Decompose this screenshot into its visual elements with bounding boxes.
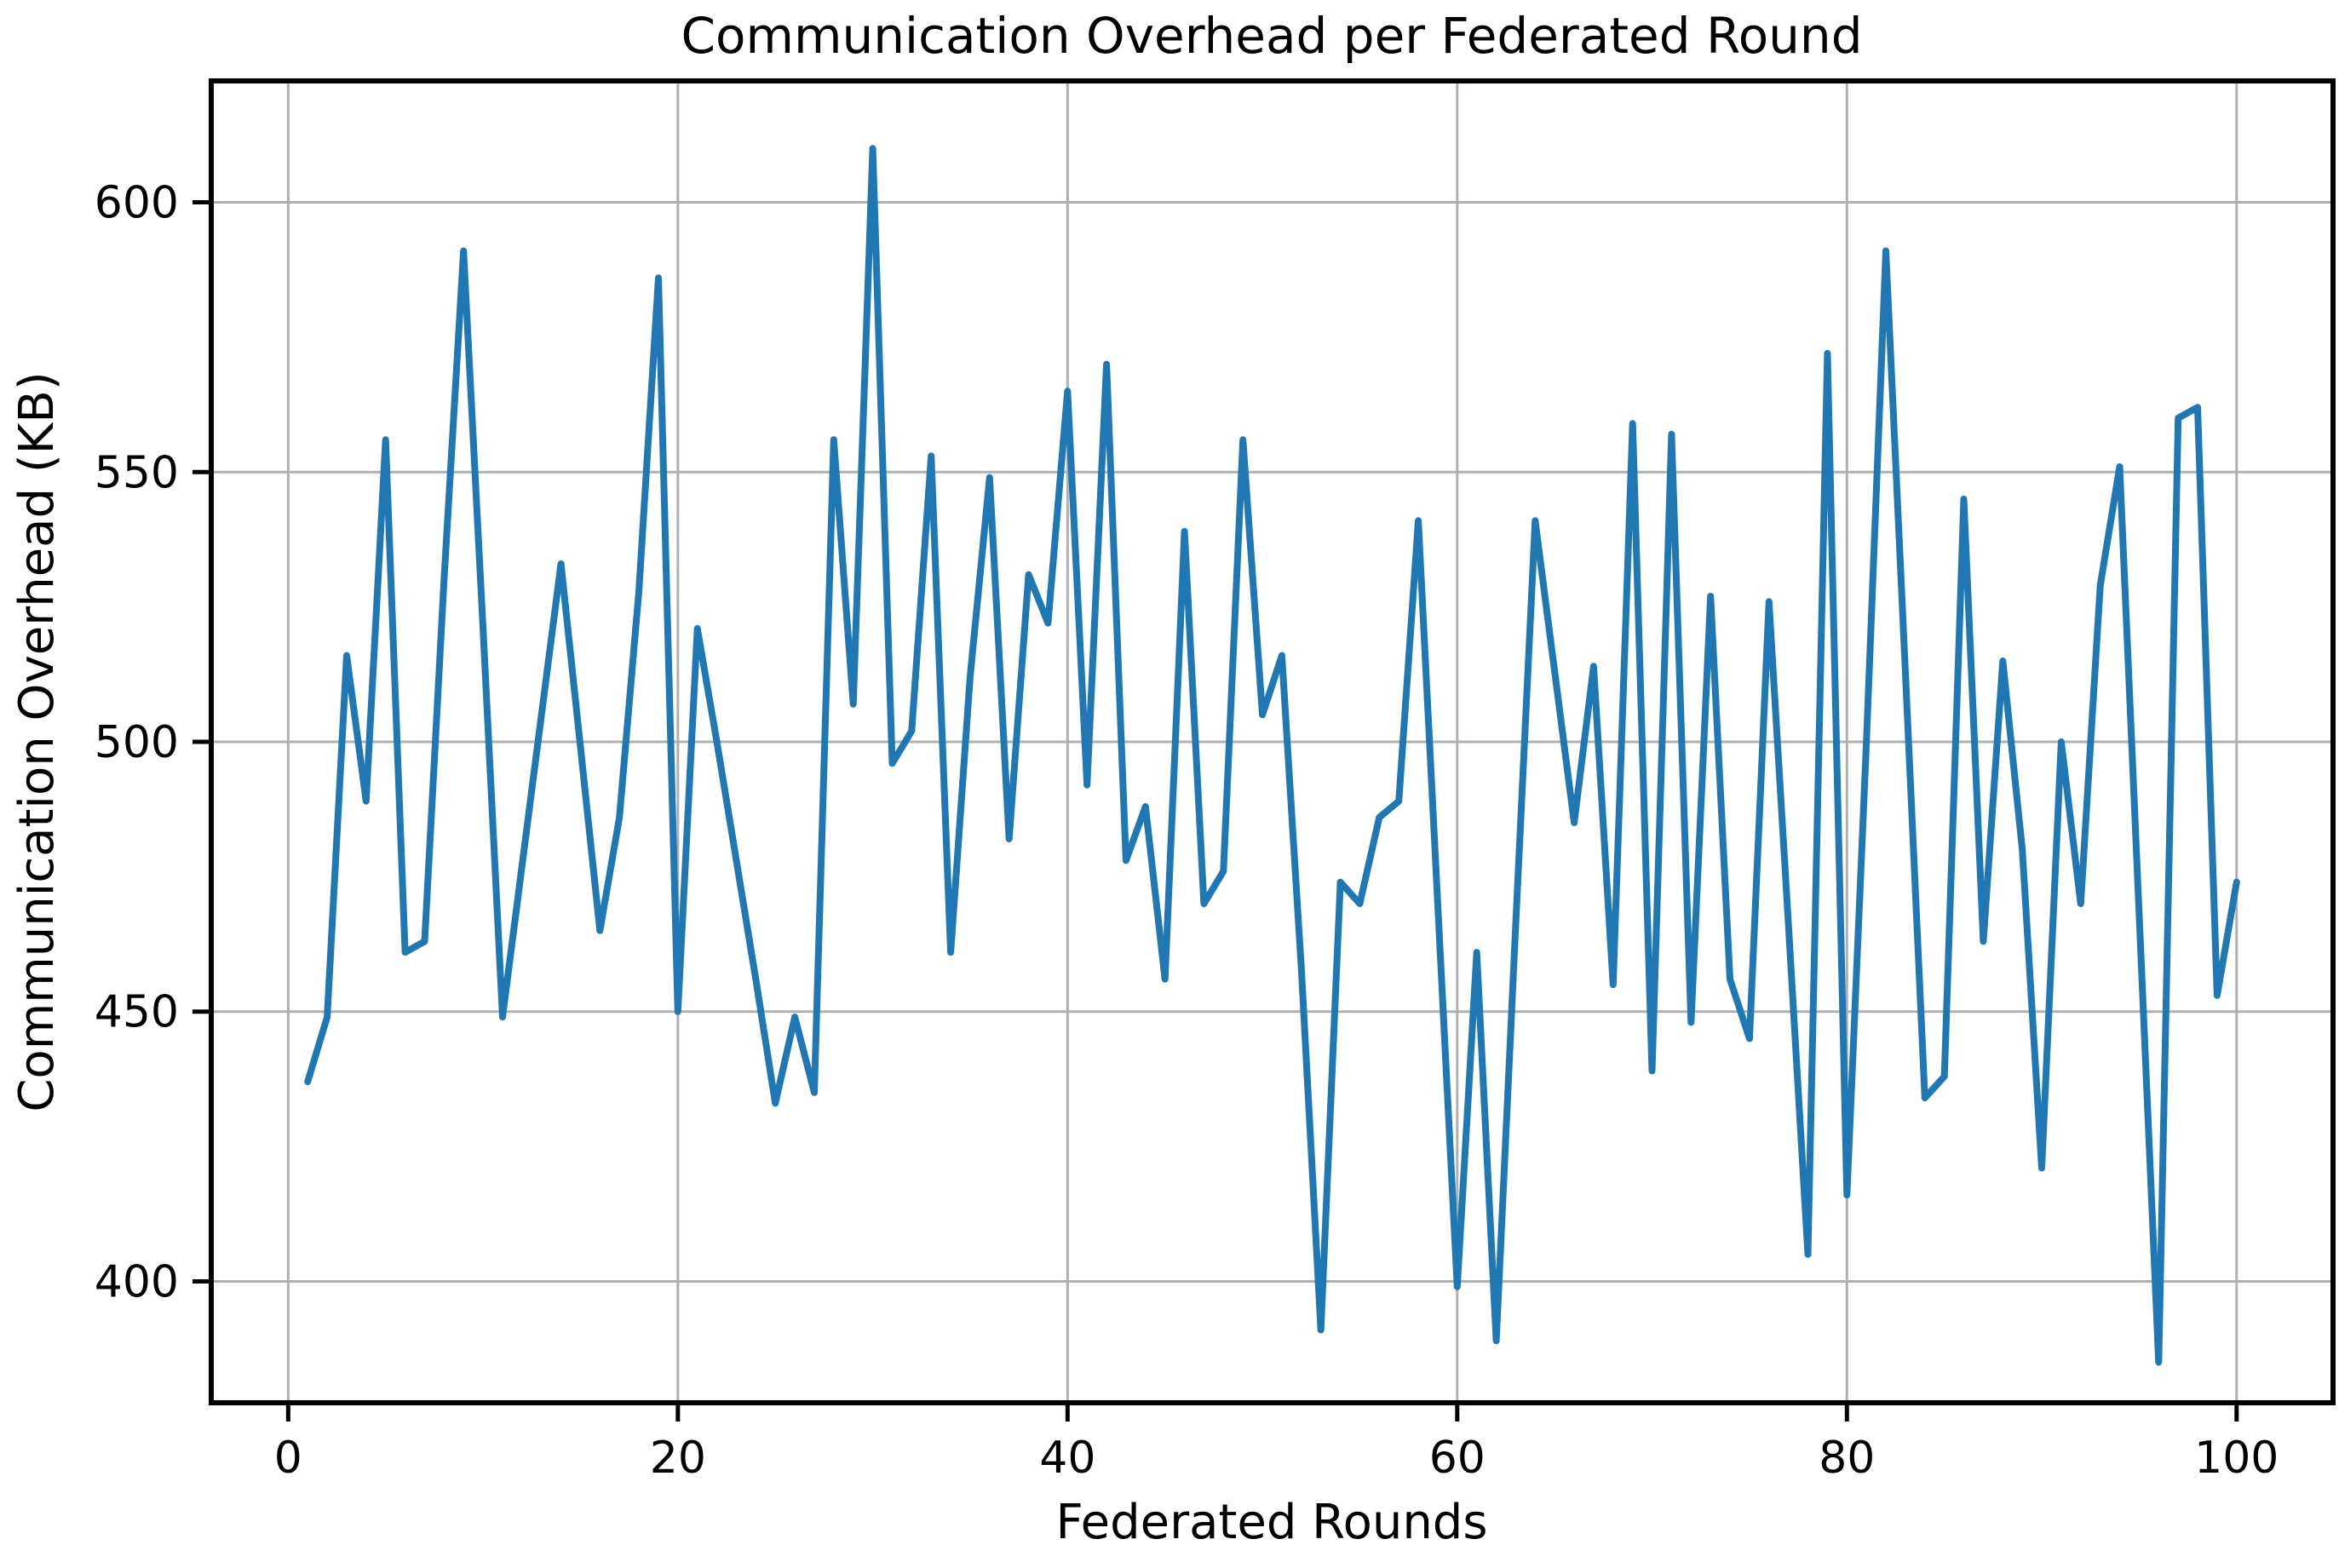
gridlines (211, 81, 2333, 1403)
x-axis-label: Federated Rounds (1055, 1495, 1487, 1550)
x-tick-label: 80 (1819, 1433, 1875, 1484)
y-tick-label: 400 (95, 1256, 179, 1307)
x-tick-label: 40 (1039, 1433, 1095, 1484)
x-tick-label: 60 (1429, 1433, 1486, 1484)
y-tick-label: 600 (95, 178, 179, 229)
x-tick-label: 100 (2194, 1433, 2279, 1484)
chart-title: Communication Overhead per Federated Rou… (681, 7, 1862, 65)
x-tick-label: 0 (274, 1433, 302, 1484)
y-tick-label: 450 (95, 987, 179, 1038)
tick-labels: 0 20 40 60 80 100 400 450 500 550 600 (95, 178, 2279, 1484)
y-tick-label: 550 (95, 447, 179, 498)
y-tick-label: 500 (95, 717, 179, 768)
tick-marks (193, 200, 2239, 1422)
series-line (304, 145, 2240, 1366)
x-tick-label: 20 (650, 1433, 706, 1484)
y-axis-label: Communication Overhead (KB) (9, 371, 65, 1111)
axis-spines (209, 78, 2336, 1405)
